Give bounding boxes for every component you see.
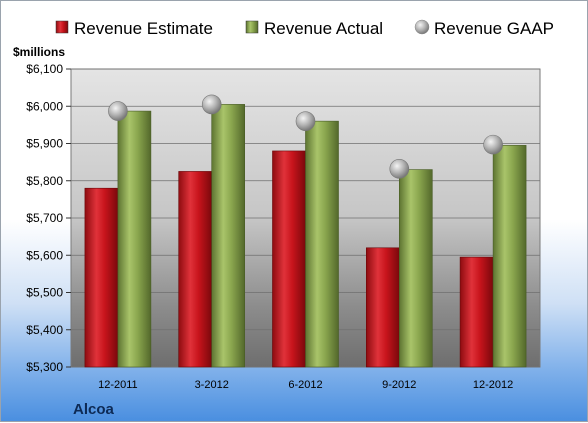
x-tick-label: 12-2012 <box>473 379 513 391</box>
bars <box>84 104 527 368</box>
marker-revenue-gaap <box>201 94 222 115</box>
legend-label: Revenue Actual <box>264 19 383 38</box>
x-tick-label: 9-2012 <box>382 379 416 391</box>
bar-revenue-actual <box>492 145 527 368</box>
bar-revenue-estimate <box>178 171 212 368</box>
x-tick-label: 12-2011 <box>98 379 138 391</box>
y-axis-ticks: $5,300 $5,400 $5,500 $5,600 $5,700 $5,800 $5,9… <box>26 62 71 374</box>
y-tick-label: $5,700 <box>26 211 63 225</box>
marker-revenue-gaap <box>389 159 410 179</box>
bar-revenue-actual <box>398 169 433 368</box>
bar-revenue-actual <box>117 110 152 368</box>
bar-revenue-actual <box>211 104 245 368</box>
markers <box>108 94 503 179</box>
bar-revenue-estimate <box>84 187 119 368</box>
y-tick-label: $5,500 <box>26 286 63 300</box>
legend-swatch <box>245 20 259 34</box>
y-tick-label: $6,100 <box>26 62 63 76</box>
x-tick-label: 6-2012 <box>288 379 322 391</box>
legend-label: Revenue GAAP <box>434 19 554 38</box>
bar-revenue-estimate <box>272 150 306 368</box>
bar-revenue-estimate <box>365 247 400 368</box>
bar-revenue-estimate <box>459 256 494 368</box>
bar-revenue-actual <box>305 120 339 368</box>
y-tick-label: $5,900 <box>26 137 63 151</box>
y-axis-label: $millions <box>13 45 65 59</box>
y-tick-label: $5,800 <box>26 174 63 188</box>
y-tick-label: $5,400 <box>26 323 63 337</box>
legend: Revenue Estimate Revenue Actual Revenue GA… <box>55 19 554 38</box>
marker-revenue-gaap <box>295 111 316 131</box>
legend-label: Revenue Estimate <box>74 19 213 38</box>
marker-revenue-gaap <box>108 101 128 121</box>
legend-swatch <box>414 19 430 35</box>
x-axis-ticks: 12-2011 3-2012 6-2012 9-2012 12-2012 <box>98 379 513 391</box>
y-tick-label: $5,600 <box>26 248 63 262</box>
legend-swatch <box>55 20 69 34</box>
company-label: Alcoa <box>73 401 115 418</box>
y-tick-label: $6,000 <box>26 99 63 113</box>
y-tick-label: $5,300 <box>26 360 63 374</box>
x-tick-label: 3-2012 <box>195 379 229 391</box>
marker-revenue-gaap <box>483 134 503 155</box>
